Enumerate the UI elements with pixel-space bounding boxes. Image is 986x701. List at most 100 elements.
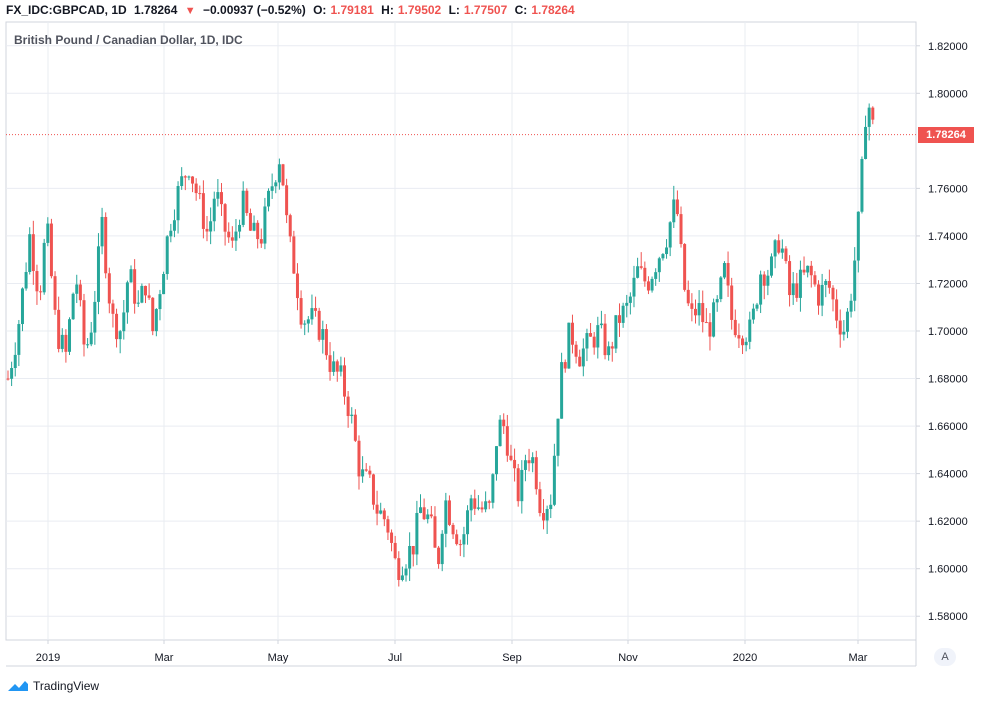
candle-body xyxy=(871,107,875,120)
candle-body xyxy=(49,223,53,277)
candle-body xyxy=(788,261,792,296)
candle-body xyxy=(487,501,491,503)
candle-body xyxy=(223,204,227,232)
low-label: L: xyxy=(448,3,460,17)
low-value: 1.77507 xyxy=(463,3,508,17)
candle-body xyxy=(791,283,795,296)
x-tick-label: 2019 xyxy=(36,652,60,664)
candle-body xyxy=(712,302,716,337)
candle-body xyxy=(766,275,770,286)
candle-body xyxy=(686,289,690,304)
candle-body xyxy=(639,266,643,268)
candle-body xyxy=(780,248,784,253)
y-tick-label: 1.82000 xyxy=(928,41,968,53)
last-price: 1.78264 xyxy=(134,3,178,17)
candle-body xyxy=(813,275,817,285)
candle-body xyxy=(379,510,383,514)
candle-body xyxy=(574,344,578,357)
candle-body xyxy=(570,322,574,345)
candle-body xyxy=(491,474,495,503)
candle-body xyxy=(429,514,433,517)
candle-body xyxy=(697,303,701,316)
candle-body xyxy=(827,280,831,288)
candle-body xyxy=(447,500,451,525)
candle-body xyxy=(238,224,242,232)
candle-body xyxy=(35,271,39,292)
y-tick-label: 1.70000 xyxy=(928,326,968,338)
auto-scale-button[interactable]: A xyxy=(934,648,956,666)
y-tick-label: 1.68000 xyxy=(928,374,968,386)
candle-body xyxy=(722,263,726,278)
candle-body xyxy=(730,285,734,320)
candle-body xyxy=(603,323,607,356)
candle-body xyxy=(6,378,10,380)
candle-body xyxy=(53,276,57,310)
candle-body xyxy=(860,159,864,212)
candle-body xyxy=(393,542,397,559)
candle-body xyxy=(346,396,350,417)
candle-body xyxy=(621,305,625,323)
candle-body xyxy=(476,507,480,509)
candle-body xyxy=(802,269,806,273)
candle-body xyxy=(545,509,549,521)
candle-body xyxy=(625,302,629,306)
candle-body xyxy=(426,514,430,520)
candle-body xyxy=(24,272,28,289)
candle-body xyxy=(552,455,556,505)
candle-body xyxy=(668,222,672,248)
candle-body xyxy=(154,309,158,332)
candle-body xyxy=(440,533,444,565)
last-price-tag: 1.78264 xyxy=(918,126,974,143)
candle-body xyxy=(824,280,828,285)
candle-body xyxy=(397,558,401,580)
candle-body xyxy=(78,284,82,301)
candle-body xyxy=(212,198,216,222)
candle-body xyxy=(585,333,589,349)
candle-body xyxy=(759,274,763,305)
candle-body xyxy=(614,315,618,349)
candle-body xyxy=(773,240,777,257)
candle-body xyxy=(205,228,209,232)
candle-body xyxy=(274,182,278,187)
candle-body xyxy=(267,190,271,207)
x-tick-label: Sep xyxy=(502,652,522,664)
symbol-label[interactable]: FX_IDC:GBPCAD, 1D xyxy=(6,3,127,17)
candle-body xyxy=(343,365,347,397)
candle-body xyxy=(230,237,234,241)
candle-body xyxy=(42,242,46,293)
candle-body xyxy=(115,313,119,340)
candle-body xyxy=(527,460,531,464)
candle-body xyxy=(332,361,336,372)
brand-logo[interactable]: TradingView xyxy=(6,679,99,693)
candle-body xyxy=(288,215,292,237)
candle-body xyxy=(411,546,415,555)
candle-body xyxy=(122,312,126,332)
candle-body xyxy=(748,319,752,342)
candle-body xyxy=(444,500,448,534)
candle-body xyxy=(151,297,155,332)
candle-body xyxy=(364,469,368,471)
candle-body xyxy=(733,319,737,336)
candle-body xyxy=(560,362,564,419)
candle-body xyxy=(46,223,50,243)
candle-body xyxy=(107,273,111,304)
candle-body xyxy=(375,504,379,514)
candle-body xyxy=(339,365,343,372)
candle-body xyxy=(201,193,205,229)
candle-body xyxy=(795,283,799,298)
y-tick-label: 1.72000 xyxy=(928,278,968,290)
candle-body xyxy=(589,333,593,337)
candle-body xyxy=(505,426,509,456)
candle-body xyxy=(494,446,498,475)
candle-body xyxy=(158,294,162,310)
candle-body xyxy=(744,341,748,346)
candle-body xyxy=(628,296,632,303)
candle-body xyxy=(708,322,712,337)
candle-body xyxy=(169,230,173,237)
candle-body xyxy=(864,126,868,160)
candle-body xyxy=(715,299,719,303)
y-tick-label: 1.66000 xyxy=(928,421,968,433)
candle-body xyxy=(842,331,846,335)
x-tick-label: Nov xyxy=(618,652,638,664)
